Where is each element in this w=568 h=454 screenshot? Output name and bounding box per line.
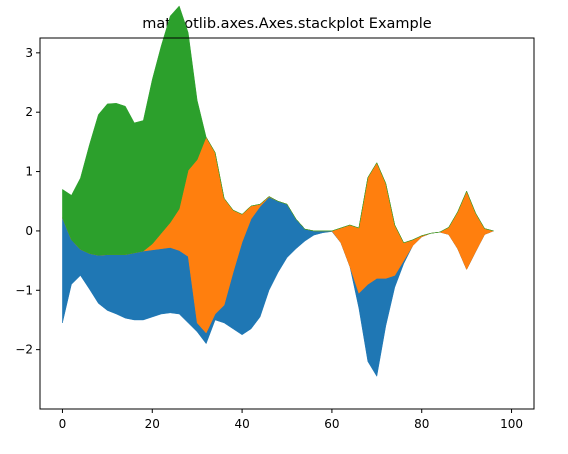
plot-frame bbox=[39, 37, 535, 410]
x-tick-label: 100 bbox=[500, 417, 523, 431]
x-tick-label: 60 bbox=[324, 417, 339, 431]
y-tick-label: −1 bbox=[15, 283, 33, 297]
x-tick-label: 80 bbox=[414, 417, 429, 431]
x-tick-label: 20 bbox=[145, 417, 160, 431]
axes-layer: 0 20 40 60 80 100 −2 −1 0 1 2 3 bbox=[15, 37, 535, 431]
x-tick-label: 0 bbox=[59, 417, 67, 431]
y-tick-label: 2 bbox=[25, 105, 33, 119]
y-tick-label: 1 bbox=[25, 165, 33, 179]
areas-layer bbox=[62, 5, 495, 378]
chart-title: matplotlib.axes.Axes.stackplot Example bbox=[142, 16, 431, 32]
y-tick-label: 3 bbox=[25, 46, 33, 60]
x-tick-label: 40 bbox=[234, 417, 249, 431]
y-tick-label: 0 bbox=[25, 224, 33, 238]
y-tick-label: −2 bbox=[15, 343, 33, 357]
series-area-3 bbox=[62, 5, 494, 256]
